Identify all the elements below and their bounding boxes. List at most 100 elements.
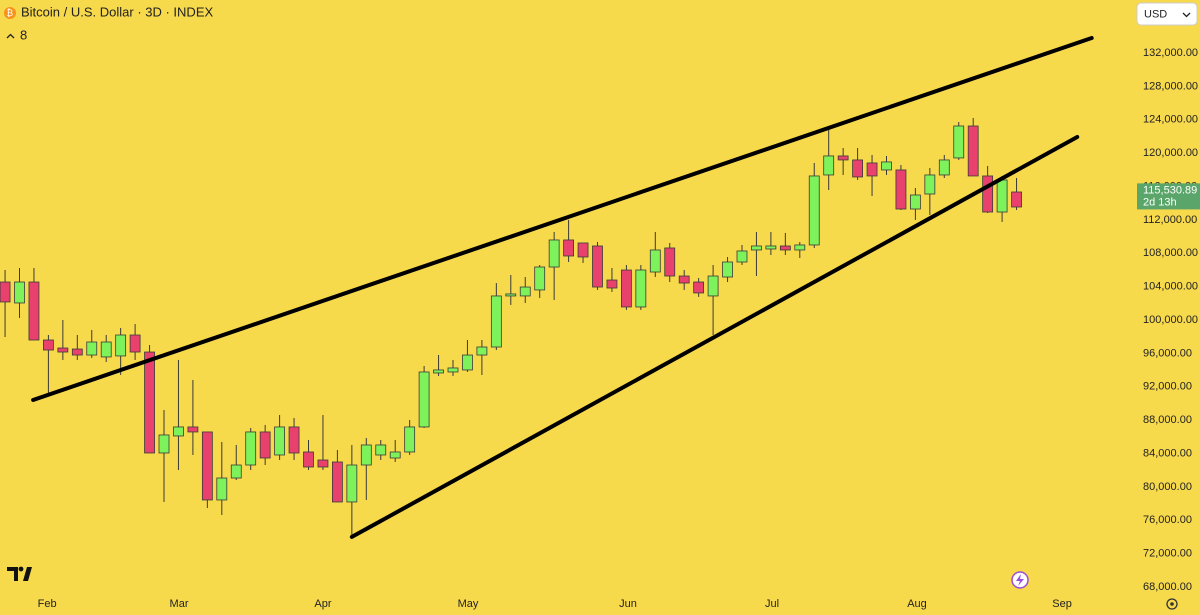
candle-body — [245, 431, 257, 466]
candle-body — [173, 426, 184, 437]
candle-body — [881, 161, 892, 171]
currency-selector[interactable] — [1136, 2, 1198, 26]
candle-body — [996, 179, 1008, 213]
candle-body — [649, 249, 661, 273]
candle-body — [678, 275, 690, 284]
candle-body — [71, 348, 83, 356]
chart-title: Bitcoin / U.S. Dollar · 3D · INDEX — [21, 4, 213, 19]
tv-logo — [7, 566, 32, 581]
candle-body — [707, 275, 719, 297]
x-tick-label: Jul — [765, 598, 779, 610]
candle-body — [765, 245, 777, 250]
candle-body — [86, 341, 98, 356]
coin-icon — [4, 7, 16, 19]
currency-chevron — [1182, 12, 1191, 18]
candle-body — [577, 242, 589, 258]
candle-body — [404, 426, 416, 453]
y-tick-label: 120,000.00 — [1143, 147, 1198, 159]
y-tick-label: 100,000.00 — [1143, 314, 1198, 326]
candle-body — [418, 371, 430, 428]
collapse-chevron[interactable] — [6, 33, 15, 39]
candle-body — [259, 431, 271, 459]
y-tick-label: 68,000.00 — [1143, 581, 1192, 593]
y-tick-label: 80,000.00 — [1143, 481, 1192, 493]
candle-body — [57, 347, 69, 353]
y-tick-label: 76,000.00 — [1143, 514, 1192, 526]
candle-body — [938, 159, 950, 176]
candle-body — [794, 244, 806, 251]
y-tick-label: 112,000.00 — [1143, 214, 1197, 226]
candle-body — [505, 293, 517, 297]
candle-body — [303, 451, 314, 468]
candle-body — [852, 159, 863, 178]
candle-body — [144, 351, 155, 454]
candle-body — [447, 367, 459, 373]
candle-body — [0, 281, 11, 303]
candle-body — [837, 155, 849, 161]
trend-line — [31, 35, 1094, 403]
y-tick-label: 124,000.00 — [1143, 114, 1198, 126]
x-tick-label: Aug — [907, 598, 927, 610]
x-tick-label: Sep — [1052, 598, 1072, 610]
candle-body — [548, 239, 560, 268]
y-tick-label: 88,000.00 — [1143, 414, 1192, 426]
candle-body — [332, 461, 343, 503]
coin-glyph: ₿ — [7, 8, 14, 18]
y-tick-label: 92,000.00 — [1143, 381, 1192, 393]
x-tick-label: Mar — [170, 598, 189, 610]
candle-body — [216, 477, 228, 501]
y-tick-label: 96,000.00 — [1143, 347, 1192, 359]
candle-body — [635, 269, 647, 308]
candle-body — [375, 444, 387, 456]
trend-line — [349, 135, 1080, 539]
y-tick-label: 132,000.00 — [1143, 47, 1198, 59]
candle-body — [620, 269, 632, 308]
x-tick-label: May — [458, 598, 479, 610]
candle-body — [693, 281, 705, 294]
candle-body — [317, 459, 329, 468]
candle-body — [389, 451, 401, 459]
candle-body — [433, 369, 444, 374]
candle-body — [158, 434, 170, 454]
settings-button[interactable] — [1166, 598, 1178, 610]
x-tick-label: Feb — [38, 598, 57, 610]
x-tick-label: Jun — [619, 598, 637, 610]
x-tick-label: Apr — [314, 598, 331, 610]
candle-body — [1011, 191, 1022, 208]
y-tick-label: 84,000.00 — [1143, 447, 1192, 459]
candle-body — [895, 169, 907, 210]
candle-body — [519, 286, 531, 297]
candle-body — [924, 174, 936, 195]
candle-body — [722, 261, 733, 278]
indicator-count[interactable]: 8 — [20, 27, 27, 42]
candle-body — [288, 426, 300, 454]
candle-body — [967, 125, 979, 177]
candle-body — [100, 341, 112, 358]
candle-body — [43, 339, 54, 351]
candle-body — [982, 175, 994, 213]
candle-body — [115, 334, 127, 357]
y-tick-label: 72,000.00 — [1143, 548, 1192, 560]
candle-body — [592, 245, 603, 288]
lightning-button[interactable] — [1011, 571, 1029, 589]
candle-body — [909, 194, 921, 210]
candle-body — [534, 266, 546, 291]
candle-body — [808, 175, 820, 246]
y-tick-label: 104,000.00 — [1143, 281, 1198, 293]
plot — [0, 117, 1022, 537]
candle-body — [476, 346, 488, 356]
candle-body — [14, 281, 25, 304]
candle-body — [346, 464, 358, 503]
currency-label: USD — [1144, 8, 1167, 20]
y-tick-label: 128,000.00 — [1143, 80, 1198, 92]
candle-body — [779, 245, 791, 251]
candle-body — [823, 155, 835, 176]
last-price-tag — [1137, 183, 1200, 210]
candle-body — [563, 239, 574, 257]
candle-body — [230, 464, 242, 479]
candle-body — [28, 281, 40, 341]
last-price-countdown: 2d 13h — [1143, 196, 1177, 208]
